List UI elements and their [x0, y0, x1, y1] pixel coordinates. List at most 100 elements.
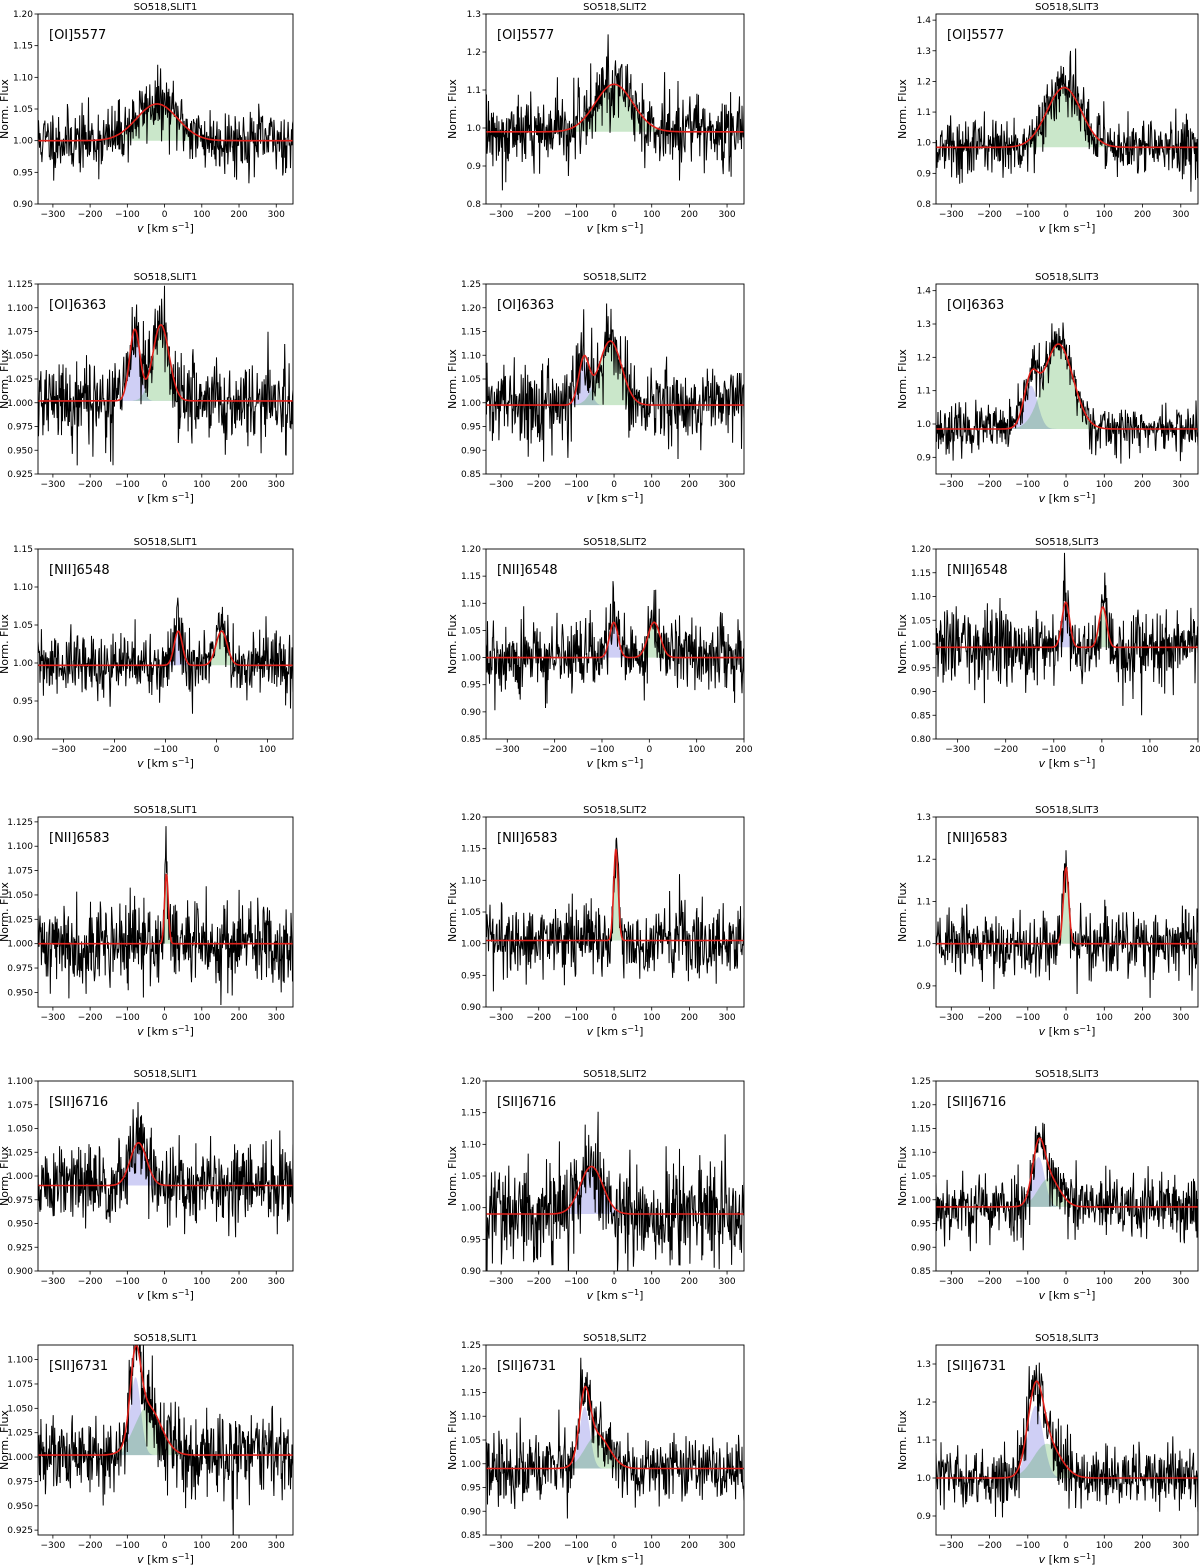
- x-tick-label: −200: [977, 1277, 1002, 1287]
- spectrum-line: [936, 1122, 1198, 1252]
- y-tick-label: 1.075: [7, 1380, 33, 1390]
- x-tick-label: −200: [977, 1541, 1002, 1551]
- plot-area: [38, 1345, 293, 1535]
- x-tick-label: 100: [643, 480, 660, 490]
- x-tick-label: −100: [115, 1541, 140, 1551]
- x-tick-label: 100: [1096, 1013, 1113, 1023]
- y-tick-label: 1.15: [13, 545, 33, 555]
- y-tick-label: 1.125: [7, 280, 33, 290]
- spectrum-line: [486, 34, 744, 191]
- y-tick-label: 1.125: [7, 818, 33, 828]
- y-axis-label: Norm. Flux: [446, 614, 459, 674]
- x-tick-label: −300: [41, 480, 66, 490]
- y-tick-label: 0.90: [13, 200, 33, 210]
- fit-line: [38, 1141, 293, 1187]
- panel-title: SO518,SLIT3: [1035, 537, 1099, 548]
- panel-title: SO518,SLIT1: [134, 272, 198, 283]
- y-tick-label: 1.1: [917, 897, 931, 907]
- y-tick-label: 0.90: [461, 1003, 481, 1013]
- axes-frame: [485, 548, 745, 740]
- x-tick-label: −300: [41, 1013, 66, 1023]
- x-tick-label: −100: [1015, 1277, 1040, 1287]
- x-tick-label: −300: [489, 210, 514, 220]
- y-tick-label: 1.20: [911, 1101, 931, 1111]
- x-tick-label: −100: [1015, 1541, 1040, 1551]
- emission-line-label: [NII]6583: [947, 831, 1008, 846]
- spectrum-panel: 0.90 0.95 1.00 1.05 1.10 1.15 −300 −200 −100 0 100…: [0, 537, 294, 770]
- panel-title: SO518,SLIT2: [583, 1069, 647, 1080]
- plot-area: [486, 1111, 744, 1271]
- axes-frame: [935, 283, 1199, 475]
- y-tick-label: 1.2: [917, 1398, 931, 1408]
- x-tick-label: −200: [526, 1541, 551, 1551]
- x-tick-label: −100: [1041, 745, 1066, 755]
- x-tick-label: 0: [162, 1541, 168, 1551]
- x-tick-label: 100: [193, 1277, 210, 1287]
- panel-title: SO518,SLIT3: [1035, 1069, 1099, 1080]
- x-tick-label: 200: [230, 1541, 247, 1551]
- x-tick-label: 300: [268, 1541, 285, 1551]
- x-axis-label: v [km s−1]: [137, 491, 194, 505]
- y-tick-label: 0.95: [13, 168, 33, 178]
- y-tick-label: 1.20: [911, 545, 931, 555]
- y-axis-label: Norm. Flux: [0, 882, 11, 942]
- spectrum-panel: 0.900 0.925 0.950 0.975 1.000 1.025 1.050 1.075…: [0, 1069, 294, 1302]
- emission-line-label: [SII]6731: [49, 1359, 108, 1374]
- panel-title: SO518,SLIT2: [583, 272, 647, 283]
- x-tick-label: 0: [611, 480, 617, 490]
- y-tick-label: 1.000: [7, 1172, 33, 1182]
- plot-area: [936, 48, 1198, 192]
- fit-line: [38, 630, 293, 667]
- y-tick-label: 0.80: [911, 735, 931, 745]
- spectrum-panel: 0.85 0.90 0.95 1.00 1.05 1.10 1.15 1.20 1.25 −300…: [896, 1069, 1199, 1302]
- x-tick-label: 0: [162, 1277, 168, 1287]
- spectrum-line: [486, 1357, 744, 1519]
- x-axis-label: v [km s−1]: [137, 1288, 194, 1302]
- y-axis-label: Norm. Flux: [0, 1146, 11, 1206]
- emission-line-label: [OI]6363: [947, 298, 1004, 313]
- x-axis-label: v [km s−1]: [137, 756, 194, 770]
- broad-component-fill: [38, 874, 293, 944]
- spectrum-line: [936, 322, 1198, 464]
- x-tick-label: −200: [78, 1277, 103, 1287]
- y-tick-label: 1.0: [917, 1474, 932, 1484]
- x-tick-label: 300: [1172, 1013, 1189, 1023]
- x-axis-label: v [km s−1]: [137, 1552, 194, 1566]
- y-tick-label: 0.90: [461, 446, 481, 456]
- axes-frame: [37, 816, 294, 1008]
- broad-component-fill: [936, 867, 1198, 944]
- y-tick-label: 0.8: [917, 200, 932, 210]
- x-tick-label: 0: [1063, 1277, 1069, 1287]
- x-tick-label: −200: [78, 1541, 103, 1551]
- x-tick-label: 0: [1063, 210, 1069, 220]
- y-tick-label: 1.05: [461, 626, 481, 636]
- fit-line: [936, 1137, 1198, 1208]
- y-tick-label: 1.0: [917, 940, 932, 950]
- x-tick-label: 0: [611, 1013, 617, 1023]
- y-tick-label: 1.00: [911, 640, 931, 650]
- x-tick-label: 200: [681, 1013, 698, 1023]
- y-tick-label: 1.0: [917, 420, 932, 430]
- x-tick-label: 200: [230, 480, 247, 490]
- spectrum-panel: 0.90 0.95 1.00 1.05 1.10 1.15 1.20 −300 −200 −100…: [0, 2, 294, 235]
- x-tick-label: 200: [1134, 1013, 1151, 1023]
- y-tick-label: 0.975: [7, 1196, 33, 1206]
- y-tick-label: 1.0: [467, 124, 482, 134]
- x-axis-label: v [km s−1]: [1039, 1024, 1096, 1038]
- y-tick-label: 0.85: [911, 711, 931, 721]
- y-tick-label: 0.95: [461, 423, 481, 433]
- y-tick-label: 0.95: [461, 1484, 481, 1494]
- broad-component-fill: [38, 103, 293, 141]
- spectrum-line: [936, 1362, 1198, 1518]
- x-tick-label: 300: [1172, 210, 1189, 220]
- x-tick-label: −300: [939, 1013, 964, 1023]
- y-tick-label: 1.075: [7, 328, 33, 338]
- x-axis-label: v [km s−1]: [587, 1288, 644, 1302]
- x-tick-label: 300: [718, 1277, 735, 1287]
- spectrum-panel: 0.9 1.0 1.1 1.2 1.3 1.4 −300 −200 −100 0 100 200 300…: [896, 272, 1199, 505]
- emission-line-label: [NII]6583: [497, 831, 558, 846]
- y-tick-label: 1.15: [461, 1389, 481, 1399]
- y-tick-label: 1.10: [13, 73, 33, 83]
- x-tick-label: −300: [945, 745, 970, 755]
- x-axis-label: v [km s−1]: [587, 1552, 644, 1566]
